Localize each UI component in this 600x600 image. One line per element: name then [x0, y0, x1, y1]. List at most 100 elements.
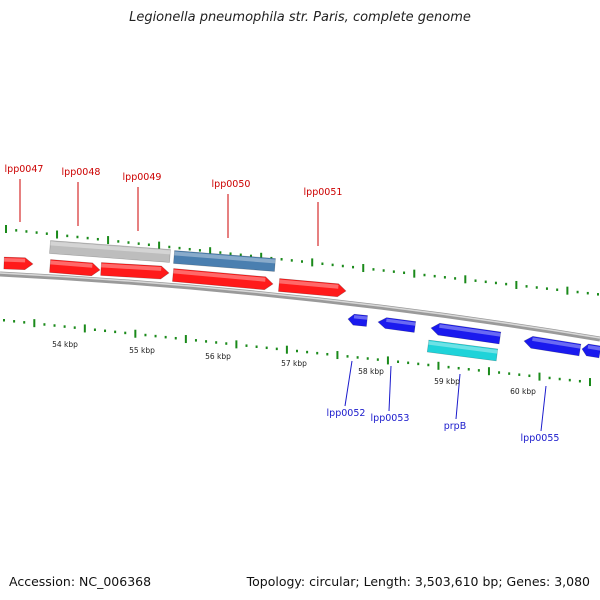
upper-track-minor-tick: [535, 286, 538, 289]
gene-label-lpp0052[interactable]: lpp0052: [327, 408, 366, 419]
lower-track-major-tick: [437, 361, 440, 370]
upper-track-minor-tick: [86, 236, 89, 240]
lower-track-minor-tick: [124, 331, 127, 335]
upper-track-minor-tick: [117, 240, 120, 243]
upper-track-minor-tick: [178, 246, 181, 250]
gene-arrow-lpp0052[interactable]: [347, 313, 368, 327]
lower-track-minor-tick: [63, 325, 66, 328]
lower-track-minor-tick: [265, 346, 268, 350]
upper-track-minor-tick: [403, 271, 406, 275]
gene-arrow-lpp0048[interactable]: [49, 259, 101, 277]
lower-track-minor-tick: [205, 340, 208, 343]
lower-track-minor-tick: [447, 365, 450, 369]
gene-arrow-lpp0055[interactable]: [523, 335, 582, 357]
upper-track-minor-tick: [443, 276, 446, 279]
upper-track-major-tick: [158, 241, 161, 250]
upper-track-minor-tick: [229, 252, 232, 255]
scale-label: 60 kbp: [510, 387, 536, 396]
upper-track-minor-tick: [96, 237, 99, 241]
feature-grey-block[interactable]: [49, 240, 171, 263]
upper-track-major-tick: [107, 236, 110, 245]
upper-track-minor-tick: [525, 285, 528, 288]
gene-arrow-lpp0053[interactable]: [377, 317, 417, 333]
lower-track-minor-tick: [498, 371, 501, 374]
gene-arrow-lpp0051[interactable]: [278, 278, 347, 298]
upper-track-major-tick: [5, 225, 7, 234]
lower-track-major-tick: [589, 378, 591, 387]
lower-track-minor-tick: [558, 377, 561, 381]
upper-track-minor-tick: [188, 247, 191, 251]
lower-track-minor-tick: [255, 345, 258, 348]
upper-track-minor-tick: [597, 293, 599, 296]
scale-label: 56 kbp: [205, 352, 231, 361]
feature-steelblue-block[interactable]: [173, 250, 276, 272]
lower-track-major-tick: [386, 356, 389, 365]
lower-track-minor-tick: [73, 326, 76, 329]
upper-track-minor-tick: [168, 245, 171, 249]
gene-label-lpp0051[interactable]: lpp0051: [304, 187, 343, 198]
gene-label-lpp0053[interactable]: lpp0053: [371, 413, 410, 424]
lower-track-major-tick: [83, 324, 86, 333]
lower-track-minor-tick: [366, 357, 369, 360]
upper-track-minor-tick: [423, 273, 426, 277]
lower-track-minor-tick: [417, 362, 420, 366]
lower-track-minor-tick: [427, 363, 430, 367]
upper-track-minor-tick: [474, 279, 477, 282]
label-leaders: [19, 179, 547, 432]
lower-track-minor-tick: [548, 376, 551, 380]
feature-cyan-block[interactable]: [426, 339, 499, 362]
lower-track-minor-tick: [174, 336, 177, 340]
upper-track-major-tick: [515, 280, 518, 289]
upper-track-major-tick: [56, 230, 59, 239]
upper-track-minor-tick: [127, 241, 130, 244]
upper-track-minor-tick: [494, 281, 497, 285]
gene-label-lpp0048[interactable]: lpp0048: [62, 167, 101, 178]
upper-track-minor-tick: [586, 291, 589, 295]
lower-track-minor-tick: [407, 361, 410, 365]
gene-label-lpp0050[interactable]: lpp0050: [212, 179, 251, 190]
lower-track-major-tick: [33, 319, 36, 328]
upper-track-major-tick: [311, 258, 314, 267]
gene-arrow-prpB[interactable]: [430, 322, 502, 345]
lower-track-minor-tick: [326, 352, 329, 356]
gene-arrow-partial[interactable]: [581, 343, 600, 359]
lower-track-minor-tick: [194, 339, 197, 342]
scale-label: 54 kbp: [52, 340, 78, 349]
lower-track-minor-tick: [306, 350, 309, 354]
lower-track-minor-tick: [13, 320, 16, 323]
lower-track-minor-tick: [568, 378, 571, 382]
lower-tick-track: [3, 319, 591, 387]
upper-track-minor-tick: [341, 264, 344, 268]
scale-label: 55 kbp: [129, 346, 155, 355]
lower-track-minor-tick: [528, 374, 531, 378]
upper-track-minor-tick: [25, 230, 28, 233]
lower-track-minor-tick: [154, 334, 157, 338]
accession-text: Accession: NC_006368: [9, 574, 152, 589]
gene-label-prpB[interactable]: prpB: [444, 421, 466, 432]
upper-track-major-tick: [566, 286, 569, 295]
gene-arrow-lpp0049[interactable]: [100, 262, 170, 280]
upper-track-minor-tick: [198, 249, 201, 252]
gene-arrow-lpp0050[interactable]: [172, 268, 274, 291]
lower-track-minor-tick: [104, 329, 107, 333]
lower-track-major-tick: [336, 351, 339, 360]
gene-arrow-lpp0047[interactable]: [3, 256, 34, 271]
leader-line-prpB: [455, 373, 461, 420]
lower-track-minor-tick: [346, 355, 349, 358]
upper-track-minor-tick: [484, 280, 487, 284]
gene-label-lpp0047[interactable]: lpp0047: [5, 164, 44, 175]
gene-label-lpp0055[interactable]: lpp0055: [521, 433, 560, 444]
lower-track-minor-tick: [518, 373, 521, 376]
lower-track-major-tick: [134, 329, 137, 338]
lower-track-minor-tick: [225, 342, 228, 345]
lower-track-major-tick: [538, 372, 541, 381]
gene-label-lpp0049[interactable]: lpp0049: [123, 172, 162, 183]
lower-track-minor-tick: [114, 330, 117, 334]
upper-track-minor-tick: [15, 229, 18, 232]
genome-summary-text: Topology: circular; Length: 3,503,610 bp…: [246, 574, 590, 589]
scale-label: 59 kbp: [434, 377, 460, 386]
lower-track-minor-tick: [275, 347, 278, 351]
upper-track-major-tick: [362, 264, 365, 273]
lower-track-minor-tick: [23, 321, 26, 324]
